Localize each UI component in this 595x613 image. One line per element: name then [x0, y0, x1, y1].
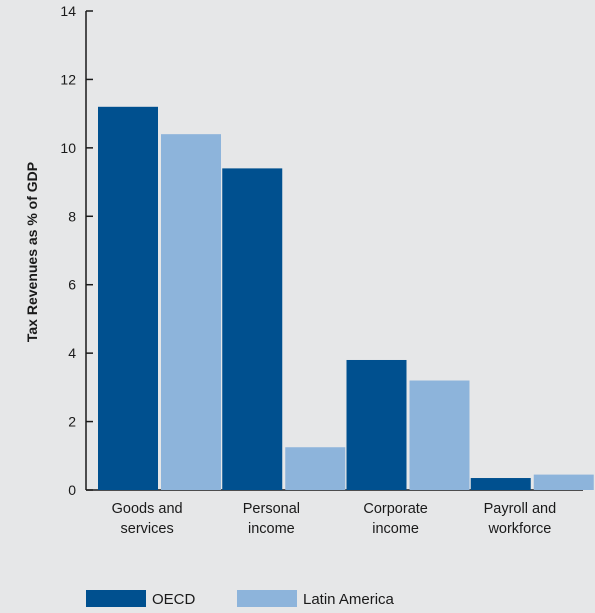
bar-oecd-3 — [470, 478, 531, 490]
legend-label: OECD — [152, 591, 196, 608]
category-label: Payroll and — [484, 501, 557, 517]
y-axis-label: Tax Revenues as % of GDP — [24, 162, 40, 342]
bar-oecd-0 — [98, 106, 158, 491]
category-labels: Goods and services Personal income Corporate… — [112, 501, 557, 537]
bar-latin-america-0 — [161, 134, 221, 490]
bar-oecd-1 — [222, 168, 283, 490]
category-label: income — [372, 521, 419, 537]
y-tick-label: 2 — [68, 414, 76, 430]
y-tick-label: 4 — [68, 345, 76, 361]
category-label: Goods and — [112, 501, 183, 517]
bar-latin-america-3 — [533, 474, 594, 490]
legend-swatch — [237, 590, 297, 607]
category-label: workforce — [487, 521, 551, 537]
y-tick-label: 10 — [60, 140, 76, 156]
legend-swatch — [86, 590, 146, 607]
y-tick-label: 6 — [68, 277, 76, 293]
category-label: Personal — [243, 501, 300, 517]
legend: OECD Latin America — [86, 590, 395, 608]
category-label: Corporate — [363, 501, 427, 517]
y-axis: 0 2 4 6 8 10 12 14 — [60, 3, 93, 498]
bar-latin-america-1 — [285, 447, 346, 490]
y-tick-label: 8 — [68, 208, 76, 224]
bar-oecd-2 — [346, 359, 407, 490]
category-label: income — [248, 521, 295, 537]
y-tick-label: 14 — [60, 3, 76, 19]
legend-label: Latin America — [303, 591, 395, 608]
bar-latin-america-2 — [409, 380, 470, 490]
bars — [98, 106, 594, 491]
category-label: services — [121, 521, 174, 537]
y-tick-label: 0 — [68, 482, 76, 498]
y-tick-label: 12 — [60, 71, 76, 87]
